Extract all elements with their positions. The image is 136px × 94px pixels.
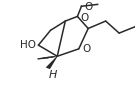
Text: H: H xyxy=(49,70,58,80)
Text: HO: HO xyxy=(20,40,36,50)
Text: O: O xyxy=(81,13,89,23)
Polygon shape xyxy=(46,56,58,69)
Text: O: O xyxy=(84,2,92,12)
Text: O: O xyxy=(82,44,90,54)
